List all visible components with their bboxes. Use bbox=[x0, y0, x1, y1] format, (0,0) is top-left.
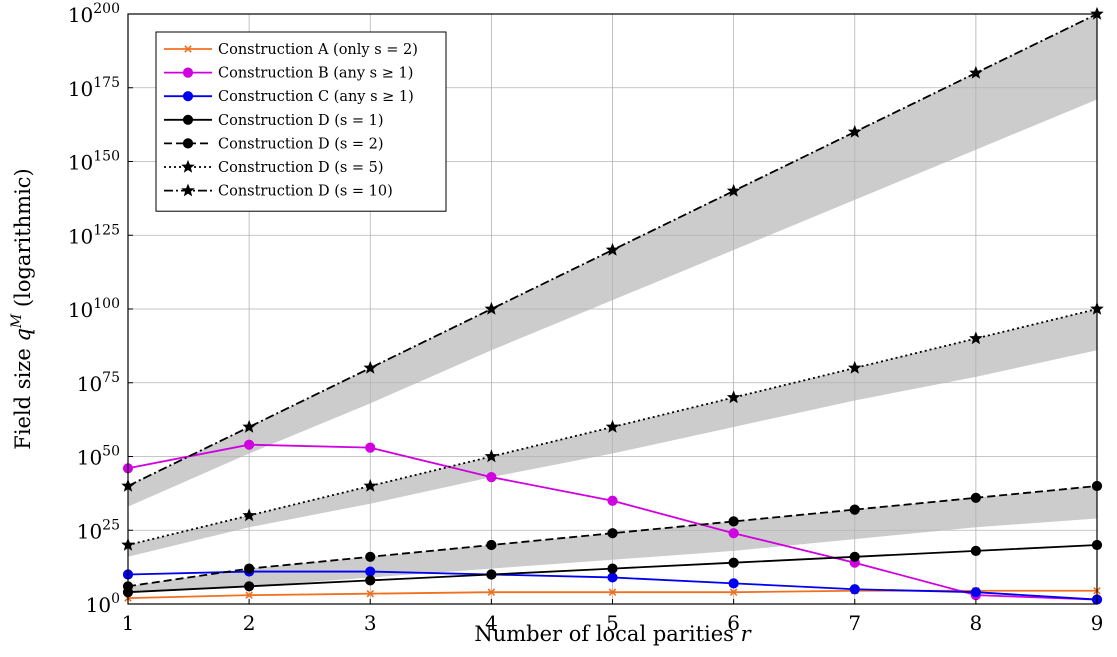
y-tick-label: 10100 bbox=[68, 296, 120, 322]
x-axis-ticks: 1 2 3 4 5 6 7 8 9 bbox=[122, 599, 1104, 635]
x-tick-label: 5 bbox=[606, 611, 619, 635]
y-tick-label: 10175 bbox=[68, 75, 120, 101]
x-tick-label: 3 bbox=[364, 611, 377, 635]
data-point bbox=[244, 439, 255, 450]
data-point bbox=[182, 91, 194, 102]
data-point bbox=[607, 495, 618, 506]
data-point bbox=[969, 331, 983, 345]
data-point bbox=[363, 360, 378, 374]
series-lines bbox=[121, 6, 1104, 605]
data-point bbox=[182, 138, 194, 149]
y-tick-label: 1025 bbox=[77, 517, 120, 543]
data-point bbox=[486, 539, 497, 551]
legend-entry: Construction A (only s = 2) bbox=[164, 42, 418, 58]
data-point bbox=[608, 588, 617, 596]
legend-entry: Construction B (any s ≥ 1) bbox=[164, 66, 413, 82]
data-point bbox=[244, 563, 255, 574]
y-tick-label: 10200 bbox=[68, 1, 120, 27]
data-point bbox=[849, 584, 860, 595]
legend-label: Construction D (s = 5) bbox=[218, 160, 384, 176]
series-line bbox=[127, 308, 1098, 546]
legend-label: Construction A (only s = 2) bbox=[218, 42, 418, 58]
data-point bbox=[365, 551, 376, 562]
data-point bbox=[849, 551, 860, 562]
data-point bbox=[363, 478, 378, 492]
x-tick-label: 8 bbox=[970, 611, 983, 635]
data-point bbox=[607, 528, 618, 539]
data-point bbox=[182, 114, 194, 125]
data-point bbox=[487, 588, 496, 596]
data-point bbox=[728, 578, 739, 589]
data-point bbox=[486, 569, 497, 580]
x-tick-label: 6 bbox=[727, 611, 740, 635]
series-4 bbox=[122, 539, 1103, 598]
legend-entry: Construction D (s = 2) bbox=[164, 136, 384, 152]
y-tick-label: 1050 bbox=[77, 444, 120, 470]
data-point bbox=[242, 419, 256, 433]
data-point bbox=[486, 472, 497, 483]
data-point bbox=[847, 360, 862, 374]
data-point bbox=[970, 545, 981, 557]
data-point bbox=[728, 557, 739, 568]
data-point bbox=[184, 45, 192, 53]
series-5 bbox=[122, 480, 1103, 592]
x-tick-label: 2 bbox=[243, 611, 256, 635]
data-point bbox=[484, 301, 499, 315]
data-point bbox=[849, 504, 860, 515]
legend-entry: Construction D (s = 1) bbox=[164, 113, 384, 129]
y-tick-label: 1075 bbox=[77, 370, 120, 396]
data-point bbox=[969, 65, 983, 79]
x-axis-label: Number of local parities r bbox=[474, 622, 752, 646]
legend-entry: Construction C (any s ≥ 1) bbox=[164, 89, 414, 105]
x-tick-label: 9 bbox=[1091, 611, 1104, 635]
data-point bbox=[607, 563, 618, 574]
data-point bbox=[245, 591, 253, 599]
x-tick-label: 7 bbox=[848, 611, 861, 635]
legend-label: Construction C (any s ≥ 1) bbox=[218, 89, 414, 105]
legend-entry: Construction D (s = 5) bbox=[164, 159, 384, 176]
data-point bbox=[181, 159, 195, 173]
y-tick-label: 10125 bbox=[68, 222, 120, 248]
data-point bbox=[607, 572, 618, 583]
data-point bbox=[728, 528, 739, 539]
legend-entry: Construction D (s = 10) bbox=[164, 183, 393, 200]
y-tick-label: 10150 bbox=[68, 149, 120, 175]
data-point bbox=[729, 588, 738, 596]
data-point bbox=[726, 390, 741, 404]
y-tick-label: 100 bbox=[86, 591, 120, 617]
legend-label: Construction D (s = 2) bbox=[218, 136, 384, 152]
legend-label: Construction D (s = 1) bbox=[218, 113, 384, 129]
data-point bbox=[182, 67, 194, 78]
data-point bbox=[847, 124, 862, 138]
data-point bbox=[605, 242, 620, 256]
legend: Construction A (only s = 2) Construction … bbox=[155, 31, 447, 212]
legend-box bbox=[155, 31, 447, 212]
data-point bbox=[365, 442, 376, 453]
data-point bbox=[181, 183, 195, 197]
data-point bbox=[726, 183, 741, 197]
data-point bbox=[728, 516, 739, 527]
legend-label: Construction D (s = 10) bbox=[218, 184, 393, 200]
data-point bbox=[605, 419, 620, 433]
data-point bbox=[970, 587, 981, 598]
data-point bbox=[366, 589, 375, 598]
x-tick-label: 4 bbox=[485, 611, 498, 635]
y-axis-label: Field size qM (logarithmic) bbox=[9, 168, 35, 450]
data-point bbox=[484, 449, 499, 463]
data-point bbox=[242, 508, 256, 522]
y-axis-ticks: 100 1025 1050 1075 10100 10125 10150 10175 10200 bbox=[68, 1, 133, 617]
data-point bbox=[970, 492, 981, 503]
x-tick-label: 1 bbox=[122, 611, 135, 635]
data-point bbox=[365, 575, 376, 586]
legend-label: Construction B (any s ≥ 1) bbox=[218, 66, 413, 82]
data-point bbox=[365, 566, 376, 577]
data-point bbox=[244, 581, 255, 592]
